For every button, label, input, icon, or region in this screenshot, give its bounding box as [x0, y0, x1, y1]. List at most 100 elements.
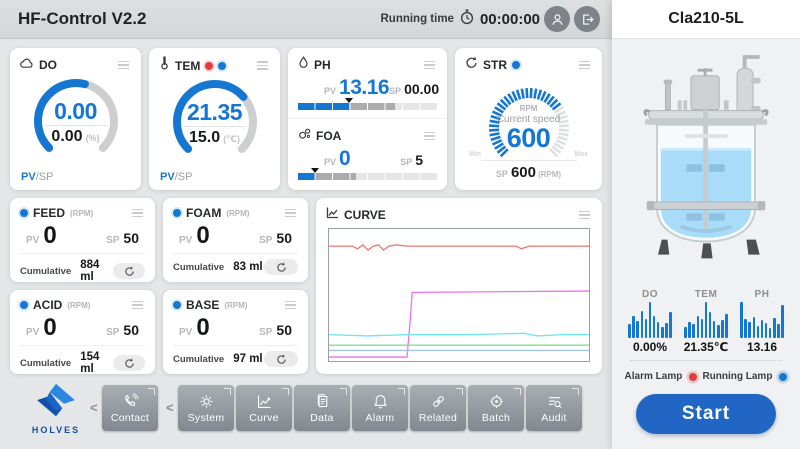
- acid-menu-icon[interactable]: [130, 299, 145, 312]
- nav-collapse-chevron-1[interactable]: <: [90, 400, 98, 415]
- user-icon: [551, 13, 563, 25]
- nav-button-alarm[interactable]: Alarm: [352, 385, 408, 431]
- base-status-dot: [173, 301, 181, 309]
- foa-menu-icon[interactable]: [422, 130, 437, 143]
- base-reset-button[interactable]: [264, 351, 298, 367]
- tem-card-menu-icon[interactable]: [255, 59, 270, 72]
- ph-mini-bars: [736, 302, 788, 338]
- ph-indicator: PH 13.16: [736, 289, 788, 354]
- do-sp-value: 0.00: [51, 128, 83, 145]
- feed-reset-button[interactable]: [113, 263, 145, 279]
- curve-card: CURVE: [316, 198, 602, 374]
- running-lamp: Running Lamp: [702, 371, 788, 382]
- droplet-icon: [298, 56, 309, 74]
- acid-status-dot: [20, 301, 28, 309]
- str-rpm-label: RPM: [519, 104, 538, 113]
- foam-unit: (RPM): [226, 208, 250, 218]
- str-setpoint: SP 600 (RPM): [455, 160, 602, 182]
- str-card-menu-icon[interactable]: [577, 59, 592, 72]
- base-pump-card: BASE (RPM) PV 0 SP 50 Cumulative 97 ml: [163, 290, 308, 374]
- alarm-lamp: Alarm Lamp: [625, 371, 698, 382]
- acid-unit: (RPM): [67, 300, 91, 310]
- link-icon: [432, 395, 444, 407]
- tem-mini-bars: [680, 302, 732, 338]
- foam-sp-value: 50: [276, 230, 292, 246]
- feed-label: FEED: [33, 206, 66, 220]
- running-time-label: Running time: [380, 13, 454, 25]
- tem-cool-indicator: [218, 61, 227, 70]
- acid-pump-card: ACID (RPM) PV 0 SP 50 Cumulative 154 ml: [10, 290, 155, 375]
- foa-label: FOA: [316, 129, 342, 143]
- ph-menu-icon[interactable]: [422, 59, 437, 72]
- panel-divider: [630, 360, 782, 361]
- str-min-label: Min: [469, 151, 482, 158]
- cloud-icon: [20, 56, 34, 74]
- foam-menu-icon[interactable]: [283, 207, 298, 220]
- running-lamp-dot: [779, 372, 788, 381]
- user-button[interactable]: [544, 6, 570, 32]
- nav-button-curve[interactable]: Curve: [236, 385, 292, 431]
- tem-unit: (℃): [223, 134, 241, 144]
- ph-foa-card: PH PV 13.16 SP 00.00 FOA PV 0: [288, 48, 447, 190]
- str-current-speed: 600: [506, 123, 551, 153]
- nav-button-related[interactable]: Related: [410, 385, 466, 431]
- str-card-label: STR: [483, 58, 507, 72]
- logout-button[interactable]: [574, 6, 600, 32]
- nav-collapse-chevron-2[interactable]: <: [166, 400, 174, 415]
- feed-pv-value: 0: [43, 222, 57, 249]
- do-card: DO 0.00 0.00 (%) PV/SP: [10, 48, 141, 190]
- foam-pump-card: FOAM (RPM) PV 0 SP 50 Cumulative 83 ml: [163, 198, 308, 282]
- do-mini-bars: [624, 302, 676, 338]
- device-name: Cla210-5L: [612, 0, 800, 39]
- do-card-menu-icon[interactable]: [116, 59, 131, 72]
- refresh-icon: [125, 358, 134, 368]
- alarm-lamp-dot: [689, 372, 698, 381]
- acid-sp-value: 50: [123, 322, 139, 338]
- str-max-label: Max: [574, 151, 588, 158]
- curve-menu-icon[interactable]: [577, 209, 592, 222]
- lamps-row: Alarm Lamp Running Lamp: [622, 371, 790, 382]
- refresh-icon: [276, 262, 286, 272]
- acid-label: ACID: [33, 298, 63, 312]
- base-cumulative-value: 97 ml: [233, 353, 263, 365]
- document-icon: [317, 393, 327, 407]
- base-menu-icon[interactable]: [283, 299, 298, 312]
- holves-logo-text: HOLVES: [31, 425, 81, 435]
- foa-range-bar: [298, 168, 437, 180]
- feed-menu-icon[interactable]: [130, 207, 145, 220]
- refresh-icon: [125, 266, 134, 276]
- device-panel: Cla210-5L: [612, 0, 800, 449]
- nav-button-contact[interactable]: Contact: [102, 385, 158, 431]
- base-pv-value: 0: [196, 314, 210, 341]
- start-button[interactable]: Start: [636, 394, 776, 434]
- ph-section: PH PV 13.16 SP 00.00: [288, 48, 447, 118]
- ph-range-bar: [298, 98, 437, 110]
- acid-reset-button[interactable]: [113, 355, 145, 371]
- str-run-indicator: [512, 61, 520, 69]
- tem-card-label: TEM: [175, 58, 201, 73]
- target-icon: [489, 394, 503, 408]
- tem-pvsp-label: PV/SP: [160, 171, 193, 183]
- nav-button-batch[interactable]: Batch: [468, 385, 524, 431]
- foam-cumulative-value: 83 ml: [233, 261, 263, 273]
- ph-label: PH: [314, 58, 331, 72]
- trend-plot[interactable]: [328, 228, 590, 362]
- do-pvsp-label: PV/SP: [21, 171, 54, 183]
- do-unit: (%): [85, 133, 100, 143]
- top-bar: HF-Control V2.2 Running time 00:00:00: [0, 0, 612, 39]
- thermometer-icon: [159, 56, 170, 75]
- feed-status-dot: [20, 209, 28, 217]
- curve-icon: [257, 395, 270, 408]
- do-gauge: 0.00 0.00 (%): [10, 75, 141, 168]
- tem-sp-value: 15.0: [188, 129, 221, 146]
- tem-indicator: TEM 21.35℃: [680, 289, 732, 354]
- tem-pv-value: 21.35: [186, 99, 243, 125]
- feed-sp-value: 50: [123, 230, 139, 246]
- audit-list-icon: [548, 396, 561, 408]
- app-title: HF-Control V2.2: [18, 9, 147, 28]
- foam-reset-button[interactable]: [264, 259, 298, 275]
- nav-button-data[interactable]: Data: [294, 385, 350, 431]
- nav-button-audit[interactable]: Audit: [526, 385, 582, 431]
- nav-button-system[interactable]: System: [178, 385, 234, 431]
